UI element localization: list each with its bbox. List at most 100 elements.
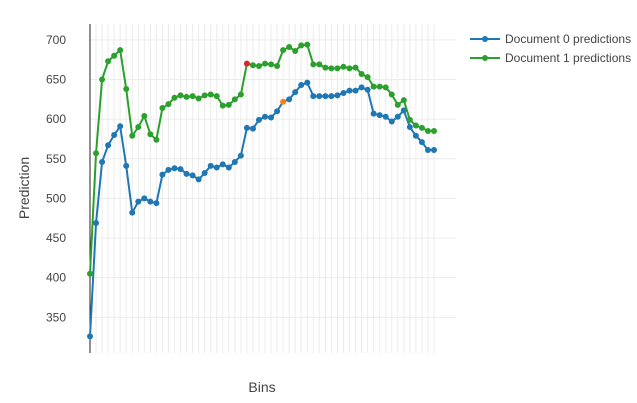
data-point[interactable]	[195, 176, 202, 183]
data-point[interactable]	[406, 116, 413, 123]
data-point[interactable]	[237, 91, 244, 98]
data-point[interactable]	[328, 93, 335, 100]
data-point[interactable]	[364, 86, 371, 93]
series-0[interactable]	[87, 79, 437, 340]
data-point[interactable]	[153, 200, 160, 207]
data-point[interactable]	[147, 131, 154, 138]
data-point[interactable]	[346, 87, 353, 94]
data-point[interactable]	[165, 166, 172, 173]
data-point[interactable]	[207, 91, 214, 98]
data-point[interactable]	[262, 60, 269, 67]
data-point[interactable]	[304, 79, 311, 86]
data-point[interactable]	[346, 65, 353, 72]
data-point[interactable]	[286, 96, 293, 103]
data-point[interactable]	[424, 147, 431, 154]
data-point[interactable]	[255, 116, 262, 123]
data-point[interactable]	[117, 47, 124, 54]
data-point[interactable]	[99, 158, 106, 165]
data-point[interactable]	[153, 136, 160, 143]
data-point[interactable]	[135, 198, 142, 205]
data-point[interactable]	[412, 122, 419, 129]
data-point[interactable]	[400, 97, 407, 104]
series-1[interactable]	[87, 41, 437, 277]
data-point[interactable]	[99, 76, 106, 83]
data-point[interactable]	[310, 61, 317, 68]
data-point[interactable]	[268, 114, 275, 121]
data-point[interactable]	[111, 52, 118, 59]
data-point[interactable]	[87, 333, 93, 340]
data-point[interactable]	[334, 65, 341, 72]
data-point[interactable]	[243, 124, 250, 131]
data-point[interactable]	[382, 84, 389, 91]
highlighted-point[interactable]	[280, 98, 287, 105]
data-point[interactable]	[298, 42, 305, 49]
data-point[interactable]	[310, 93, 317, 100]
data-point[interactable]	[400, 107, 407, 114]
data-point[interactable]	[177, 92, 184, 99]
data-point[interactable]	[388, 118, 395, 125]
data-point[interactable]	[352, 87, 359, 94]
data-point[interactable]	[388, 91, 395, 98]
data-point[interactable]	[376, 112, 383, 119]
data-point[interactable]	[171, 94, 178, 101]
data-point[interactable]	[412, 132, 419, 139]
data-point[interactable]	[334, 92, 341, 99]
data-point[interactable]	[292, 47, 299, 54]
data-point[interactable]	[316, 93, 323, 100]
data-point[interactable]	[147, 198, 154, 205]
data-point[interactable]	[123, 162, 130, 169]
data-point[interactable]	[406, 124, 413, 131]
data-point[interactable]	[189, 93, 196, 100]
data-point[interactable]	[207, 162, 214, 169]
data-point[interactable]	[93, 150, 100, 157]
data-point[interactable]	[255, 63, 262, 70]
data-point[interactable]	[219, 102, 226, 109]
data-point[interactable]	[364, 74, 371, 81]
series-line[interactable]	[89, 81, 434, 337]
data-point[interactable]	[418, 139, 425, 146]
data-point[interactable]	[280, 47, 287, 54]
data-point[interactable]	[105, 142, 112, 149]
data-point[interactable]	[322, 64, 329, 71]
data-point[interactable]	[231, 96, 238, 103]
data-point[interactable]	[394, 113, 401, 120]
data-point[interactable]	[268, 61, 275, 68]
data-point[interactable]	[304, 41, 311, 48]
data-point[interactable]	[274, 108, 281, 115]
data-point[interactable]	[340, 63, 347, 70]
data-point[interactable]	[316, 61, 323, 68]
data-point[interactable]	[183, 170, 190, 177]
data-point[interactable]	[249, 62, 256, 69]
data-point[interactable]	[382, 113, 389, 120]
data-point[interactable]	[328, 65, 335, 72]
data-point[interactable]	[424, 128, 431, 135]
data-point[interactable]	[213, 164, 220, 171]
data-point[interactable]	[249, 125, 256, 132]
data-point[interactable]	[370, 110, 377, 117]
data-point[interactable]	[105, 58, 112, 65]
data-point[interactable]	[189, 172, 196, 179]
data-point[interactable]	[195, 95, 202, 102]
legend-item[interactable]: Document 1 predictions	[470, 51, 631, 65]
data-point[interactable]	[352, 64, 359, 71]
data-point[interactable]	[262, 113, 269, 120]
data-point[interactable]	[201, 170, 208, 177]
data-point[interactable]	[159, 171, 166, 178]
data-point[interactable]	[111, 131, 118, 138]
data-point[interactable]	[201, 92, 208, 99]
data-point[interactable]	[165, 101, 172, 108]
data-point[interactable]	[93, 219, 100, 226]
data-point[interactable]	[219, 161, 226, 168]
data-point[interactable]	[129, 209, 136, 216]
series-line[interactable]	[89, 43, 434, 274]
data-point[interactable]	[183, 93, 190, 100]
legend[interactable]: Document 0 predictions Document 1 predict…	[470, 32, 631, 65]
data-point[interactable]	[394, 101, 401, 108]
data-point[interactable]	[292, 89, 299, 96]
data-point[interactable]	[117, 123, 124, 130]
data-point[interactable]	[358, 84, 365, 91]
legend-item[interactable]: Document 0 predictions	[470, 32, 631, 46]
data-point[interactable]	[274, 63, 281, 70]
data-point[interactable]	[135, 124, 142, 131]
data-point[interactable]	[237, 152, 244, 159]
